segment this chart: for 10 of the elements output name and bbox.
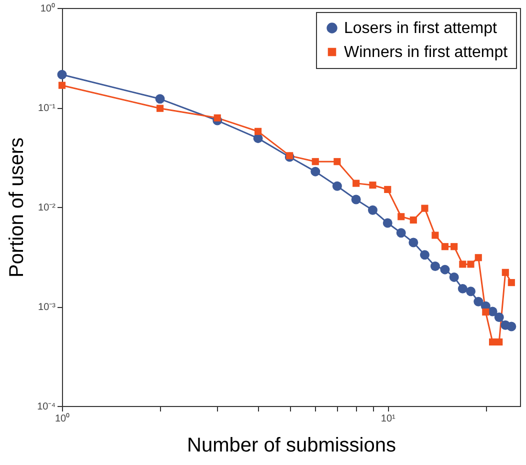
y-tick-label: 10⁻²: [38, 202, 56, 214]
y-tick-label: 10⁻⁴: [37, 402, 56, 412]
legend-label: Winners in first attempt: [344, 44, 508, 61]
x-tick-label: 10¹: [380, 414, 396, 424]
x-axis-title: Number of submissions: [187, 434, 396, 456]
y-axis-title: Portion of users: [6, 137, 28, 278]
y-tick-label: 10⁰: [40, 2, 56, 14]
y-tick-label: 10⁻¹: [38, 103, 56, 114]
y-tick-label: 10⁻³: [38, 302, 56, 313]
legend-label: Losers in first attempt: [344, 20, 498, 37]
